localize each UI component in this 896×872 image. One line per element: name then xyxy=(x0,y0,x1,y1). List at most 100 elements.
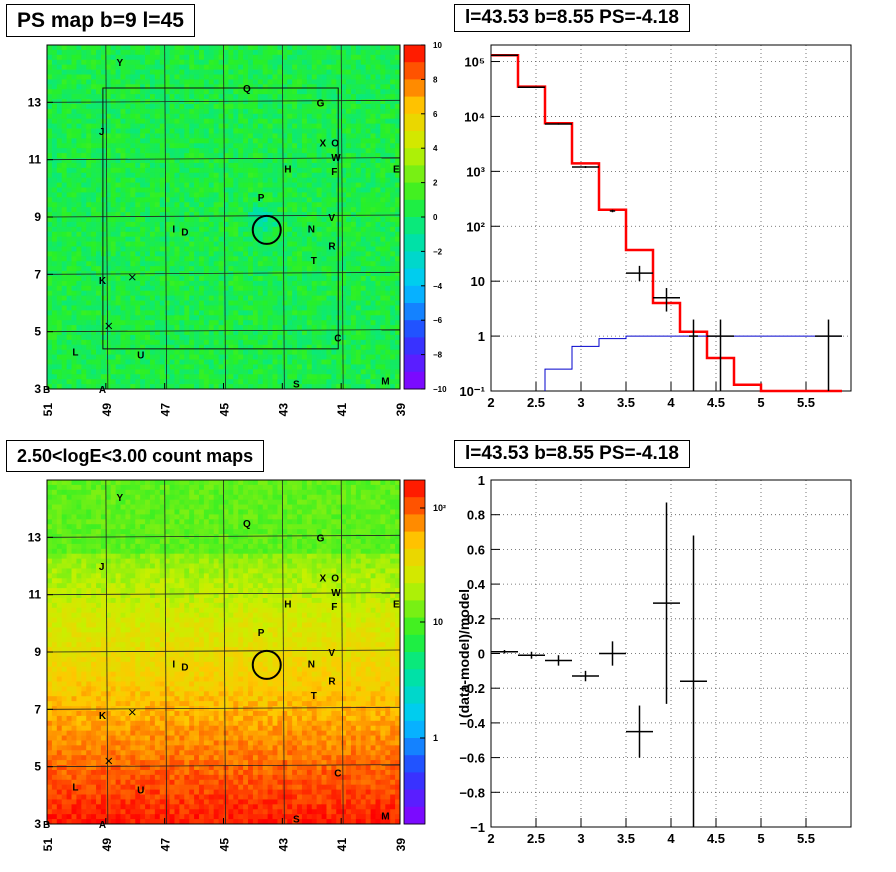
map-pixel xyxy=(257,94,264,100)
map-pixel xyxy=(385,99,391,105)
map-pixel xyxy=(189,128,195,134)
map-pixel xyxy=(331,133,337,139)
map-pixel xyxy=(110,172,117,179)
map-pixel xyxy=(375,275,381,282)
map-pixel xyxy=(252,128,259,134)
map-pixel xyxy=(306,339,313,346)
map-pixel xyxy=(189,64,195,70)
map-pixel xyxy=(297,207,303,213)
map-pixel xyxy=(140,266,146,272)
map-pixel xyxy=(355,118,362,125)
map-pixel xyxy=(66,251,72,257)
map-pixel xyxy=(203,315,210,321)
map-pixel xyxy=(61,251,68,257)
map-pixel xyxy=(321,246,327,252)
map-pixel xyxy=(154,266,161,272)
map-pixel xyxy=(287,354,293,360)
map-pixel xyxy=(100,369,107,375)
map-pixel xyxy=(252,315,259,321)
map-pixel xyxy=(331,374,337,380)
map-pixel xyxy=(71,108,77,115)
map-pixel xyxy=(149,113,156,120)
map-pixel xyxy=(272,290,278,297)
map-pixel xyxy=(135,246,141,252)
map-pixel xyxy=(189,172,195,179)
map-pixel xyxy=(91,334,97,341)
map-pixel xyxy=(321,271,327,277)
map-pixel xyxy=(272,79,278,85)
map-pixel xyxy=(311,45,318,51)
map-pixel xyxy=(125,84,131,90)
map-pixel xyxy=(385,305,391,311)
map-pixel xyxy=(252,89,259,95)
map-pixel xyxy=(164,89,170,95)
map-pixel xyxy=(47,212,53,218)
map-pixel xyxy=(292,182,298,188)
map-pixel xyxy=(208,94,215,100)
map-pixel xyxy=(184,364,190,370)
map-pixel xyxy=(336,295,342,301)
map-pixel xyxy=(390,290,396,297)
map-pixel xyxy=(47,374,53,380)
map-pixel xyxy=(125,330,131,336)
map-pixel xyxy=(66,374,72,380)
map-pixel xyxy=(355,162,362,169)
map-pixel xyxy=(390,325,396,331)
map-pixel xyxy=(316,310,322,316)
map-pixel xyxy=(395,354,401,360)
map-pixel xyxy=(360,325,367,331)
map-pixel xyxy=(350,320,357,326)
map-pixel xyxy=(100,148,107,154)
map-pixel xyxy=(365,79,371,85)
map-pixel xyxy=(91,226,97,233)
map-pixel xyxy=(76,138,82,144)
map-pixel xyxy=(120,384,126,390)
map-pixel xyxy=(110,74,117,80)
map-pixel xyxy=(174,59,180,66)
map-pixel xyxy=(395,94,401,100)
map-pixel xyxy=(292,236,298,242)
map-pixel xyxy=(272,138,278,144)
map-pixel xyxy=(282,162,288,169)
map-pixel xyxy=(267,153,273,159)
map-pixel xyxy=(159,315,166,321)
map-pixel xyxy=(350,172,357,179)
map-pixel xyxy=(125,354,131,360)
map-pixel xyxy=(140,108,146,115)
map-pixel xyxy=(292,172,298,179)
map-pixel xyxy=(257,158,264,164)
map-pixel xyxy=(66,221,72,228)
map-pixel xyxy=(125,226,131,233)
map-pixel xyxy=(203,305,210,311)
map-pixel xyxy=(311,217,318,223)
map-pixel xyxy=(380,45,386,51)
map-pixel xyxy=(321,364,327,370)
map-pixel xyxy=(61,379,68,385)
map-pixel xyxy=(174,364,180,370)
map-pixel xyxy=(370,133,376,139)
map-pixel xyxy=(120,162,126,169)
map-pixel xyxy=(267,374,273,380)
map-pixel xyxy=(149,49,156,56)
map-pixel xyxy=(282,207,288,213)
map-pixel xyxy=(252,177,259,183)
map-pixel xyxy=(316,123,322,129)
map-pixel xyxy=(76,384,82,390)
map-pixel xyxy=(248,261,254,267)
map-pixel xyxy=(287,236,293,242)
map-pixel xyxy=(365,315,371,321)
map-pixel xyxy=(189,118,195,125)
map-pixel xyxy=(154,158,161,164)
map-pixel xyxy=(66,84,72,90)
map-pixel xyxy=(257,207,264,213)
map-pixel xyxy=(110,300,117,306)
map-pixel xyxy=(248,330,254,336)
map-pixel xyxy=(355,285,362,292)
map-pixel xyxy=(120,236,126,242)
map-pixel xyxy=(154,221,161,228)
map-pixel xyxy=(321,103,327,110)
map-pixel xyxy=(252,59,259,66)
map-pixel xyxy=(267,339,273,346)
map-pixel xyxy=(238,236,244,242)
map-pixel xyxy=(47,64,53,70)
